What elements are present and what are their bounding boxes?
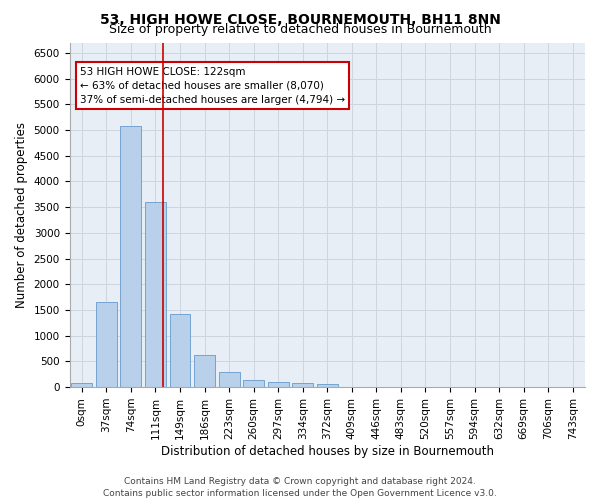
Bar (121, 126, 142, 387)
Bar (194, 355, 215, 387)
Y-axis label: Number of detached properties: Number of detached properties (15, 122, 28, 308)
Bar (170, 314, 190, 387)
Bar (96, 302, 117, 387)
Text: Contains HM Land Registry data © Crown copyright and database right 2024.
Contai: Contains HM Land Registry data © Crown c… (103, 476, 497, 498)
Bar (218, 372, 239, 387)
Text: Size of property relative to detached houses in Bournemouth: Size of property relative to detached ho… (109, 22, 491, 36)
X-axis label: Distribution of detached houses by size in Bournemouth: Distribution of detached houses by size … (161, 444, 494, 458)
Text: 53, HIGH HOWE CLOSE, BOURNEMOUTH, BH11 8NN: 53, HIGH HOWE CLOSE, BOURNEMOUTH, BH11 8… (100, 12, 500, 26)
Text: 53 HIGH HOWE CLOSE: 122sqm
← 63% of detached houses are smaller (8,070)
37% of s: 53 HIGH HOWE CLOSE: 122sqm ← 63% of deta… (80, 66, 345, 104)
Bar (243, 380, 264, 387)
Bar (71, 384, 92, 387)
Bar (292, 383, 313, 387)
Bar (317, 384, 338, 387)
Bar (268, 382, 289, 387)
Bar (145, 202, 166, 387)
